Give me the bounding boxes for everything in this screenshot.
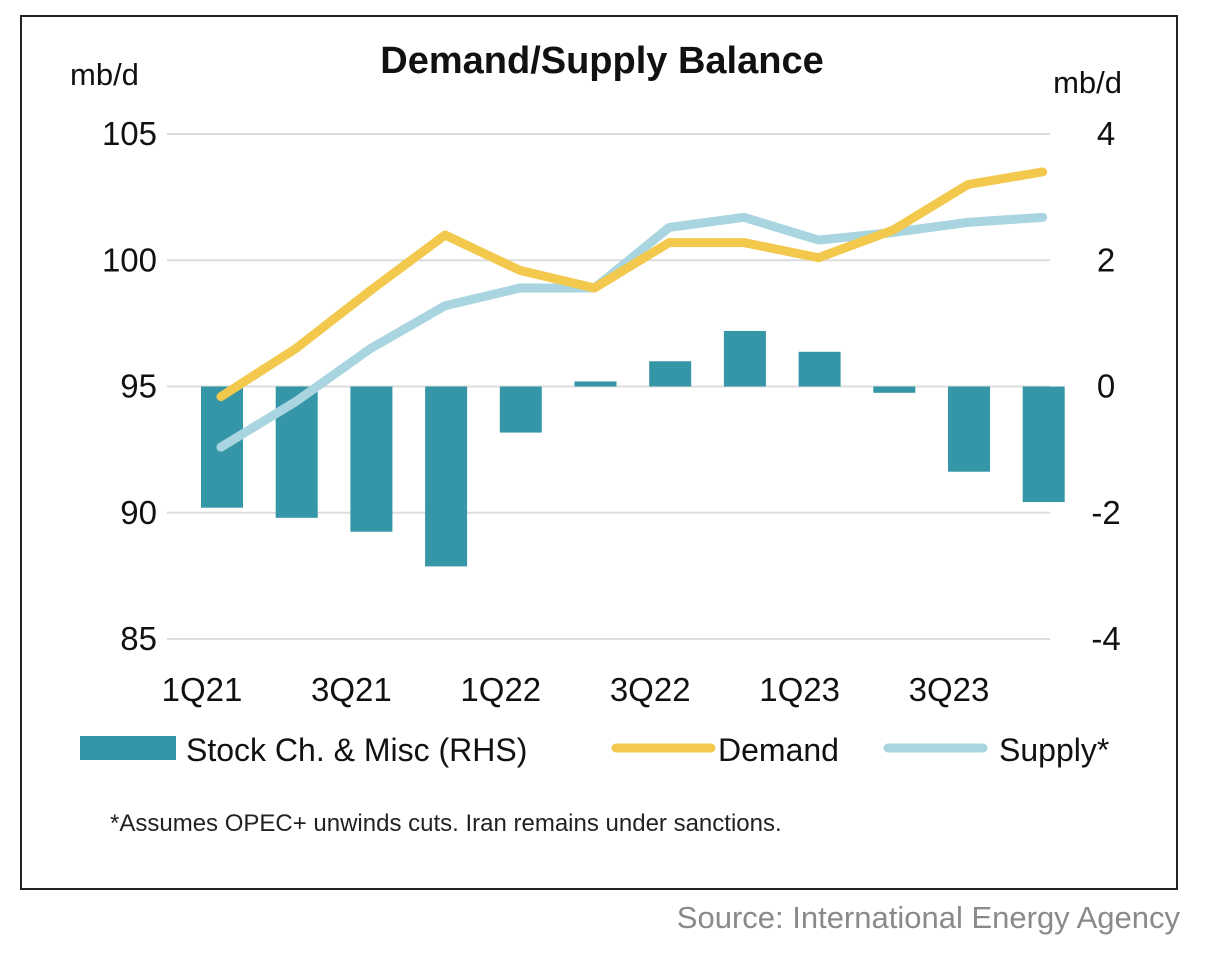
- x-tick: 3Q22: [610, 671, 691, 708]
- chart-frame: Demand/Supply Balance mb/d mb/d 105 4 100 2…: [20, 15, 1178, 890]
- x-tick: 3Q23: [909, 671, 990, 708]
- y-tick-right: -4: [1091, 620, 1120, 657]
- chart: Demand/Supply Balance mb/d mb/d 105 4 100 2…: [70, 40, 1122, 768]
- y-tick-left: 100: [102, 241, 157, 278]
- supply-line: [216, 212, 1048, 452]
- demand-line: [216, 167, 1048, 402]
- legend-swatch-stock: [80, 736, 176, 760]
- right-axis-unit: mb/d: [1053, 65, 1122, 100]
- legend-label-stock: Stock Ch. & Misc (RHS): [186, 732, 527, 768]
- bar: [649, 361, 692, 387]
- x-tick: 3Q21: [311, 671, 392, 708]
- bar: [723, 330, 766, 387]
- y-tick-left: 95: [120, 368, 157, 405]
- bar: [1022, 386, 1065, 503]
- legend-label-supply: Supply*: [999, 732, 1109, 768]
- bar: [350, 386, 393, 532]
- bar: [499, 386, 542, 433]
- y-tick-left: 90: [120, 494, 157, 531]
- source-note: Source: International Energy Agency: [676, 900, 1180, 935]
- y-tick-right: 2: [1097, 241, 1115, 278]
- bar-series: [201, 330, 1065, 567]
- y-tick-right: -2: [1091, 494, 1120, 531]
- x-tick: 1Q22: [460, 671, 541, 708]
- bar: [574, 381, 617, 387]
- line-series: [216, 167, 1048, 452]
- left-axis-unit: mb/d: [70, 57, 139, 92]
- bar: [873, 386, 916, 393]
- legend: Stock Ch. & Misc (RHS) Demand Supply*: [80, 732, 1109, 768]
- footnote: *Assumes OPEC+ unwinds cuts. Iran remain…: [110, 810, 782, 837]
- axes: Demand/Supply Balance mb/d mb/d: [70, 40, 1122, 100]
- y-tick-right: 0: [1097, 368, 1115, 405]
- y-tick-left: 85: [120, 620, 157, 657]
- x-tick: 1Q21: [162, 671, 243, 708]
- bar: [425, 386, 468, 567]
- y-tick-left: 105: [102, 115, 157, 152]
- legend-label-demand: Demand: [718, 732, 839, 768]
- y-tick-right: 4: [1097, 115, 1115, 152]
- tick-labels: 105 4 100 2 95 0 90 -2 85 -4 1Q21 3Q21 1Q22 3Q22 1Q23 3…: [102, 115, 1121, 708]
- bar: [948, 386, 990, 472]
- chart-title: Demand/Supply Balance: [380, 40, 823, 82]
- bar: [798, 351, 841, 387]
- x-tick: 1Q23: [759, 671, 840, 708]
